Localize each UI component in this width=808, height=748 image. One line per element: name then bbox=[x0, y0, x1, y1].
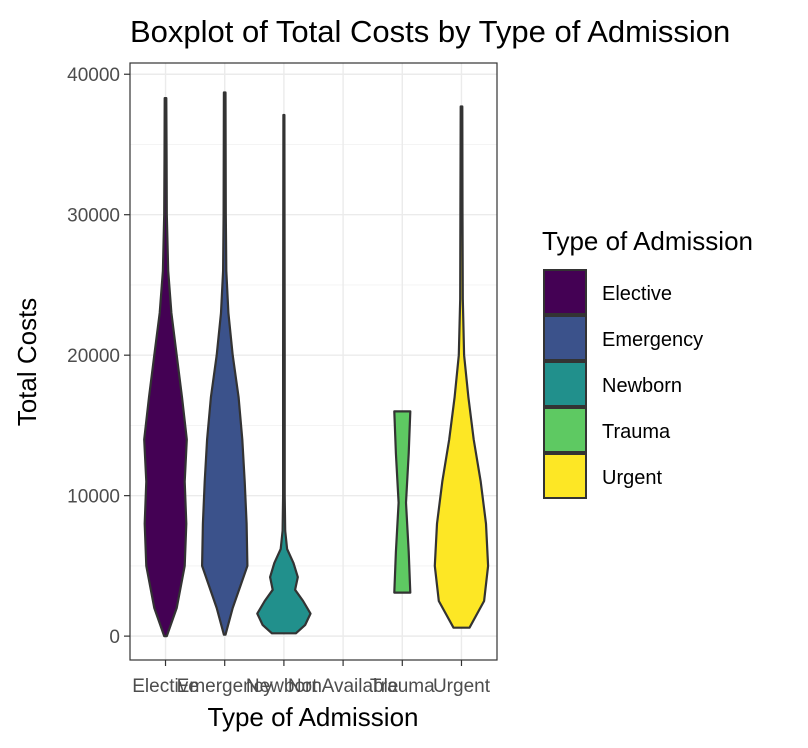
legend-label: Emergency bbox=[602, 329, 703, 351]
y-tick-label: 10000 bbox=[67, 487, 120, 508]
y-axis: 0 10000 20000 30000 40000 bbox=[67, 65, 130, 648]
x-tick-label: Urgent bbox=[433, 676, 491, 697]
violin-trauma bbox=[393, 410, 412, 594]
y-tick-label: 20000 bbox=[67, 346, 120, 367]
legend-swatch bbox=[543, 361, 587, 407]
legend-swatch bbox=[543, 269, 587, 315]
violin-elective bbox=[143, 97, 188, 638]
x-tick-label: Not Available bbox=[288, 676, 399, 697]
legend-swatch bbox=[543, 315, 587, 361]
plot-border bbox=[129, 62, 498, 661]
legend-label: Elective bbox=[602, 283, 672, 305]
y-tick-label: 40000 bbox=[67, 65, 120, 86]
legend-swatch bbox=[543, 407, 587, 453]
legend: Type of Admission Elective Emergency Newbo… bbox=[542, 226, 753, 499]
legend-label: Urgent bbox=[602, 467, 662, 489]
y-axis-title: Total Costs bbox=[12, 298, 42, 427]
chart-title: Boxplot of Total Costs by Type of Admiss… bbox=[130, 14, 730, 49]
y-tick-label: 30000 bbox=[67, 206, 120, 227]
x-tick-label: Elective bbox=[132, 676, 199, 697]
violin-emergency bbox=[201, 91, 249, 636]
y-tick-label: 0 bbox=[109, 627, 120, 648]
violin-layer bbox=[143, 91, 490, 638]
legend-title: Type of Admission bbox=[542, 226, 753, 256]
x-tick-label: Emergency bbox=[177, 676, 274, 697]
violin-urgent bbox=[433, 105, 490, 629]
legend-label: Trauma bbox=[602, 421, 671, 443]
x-tick-label: Trauma bbox=[370, 676, 435, 697]
x-tick-label: Newborn bbox=[246, 676, 322, 697]
x-axis-title: Type of Admission bbox=[208, 702, 419, 732]
legend-swatch bbox=[543, 453, 587, 499]
violin-newborn bbox=[256, 113, 312, 635]
legend-label: Newborn bbox=[602, 375, 682, 397]
